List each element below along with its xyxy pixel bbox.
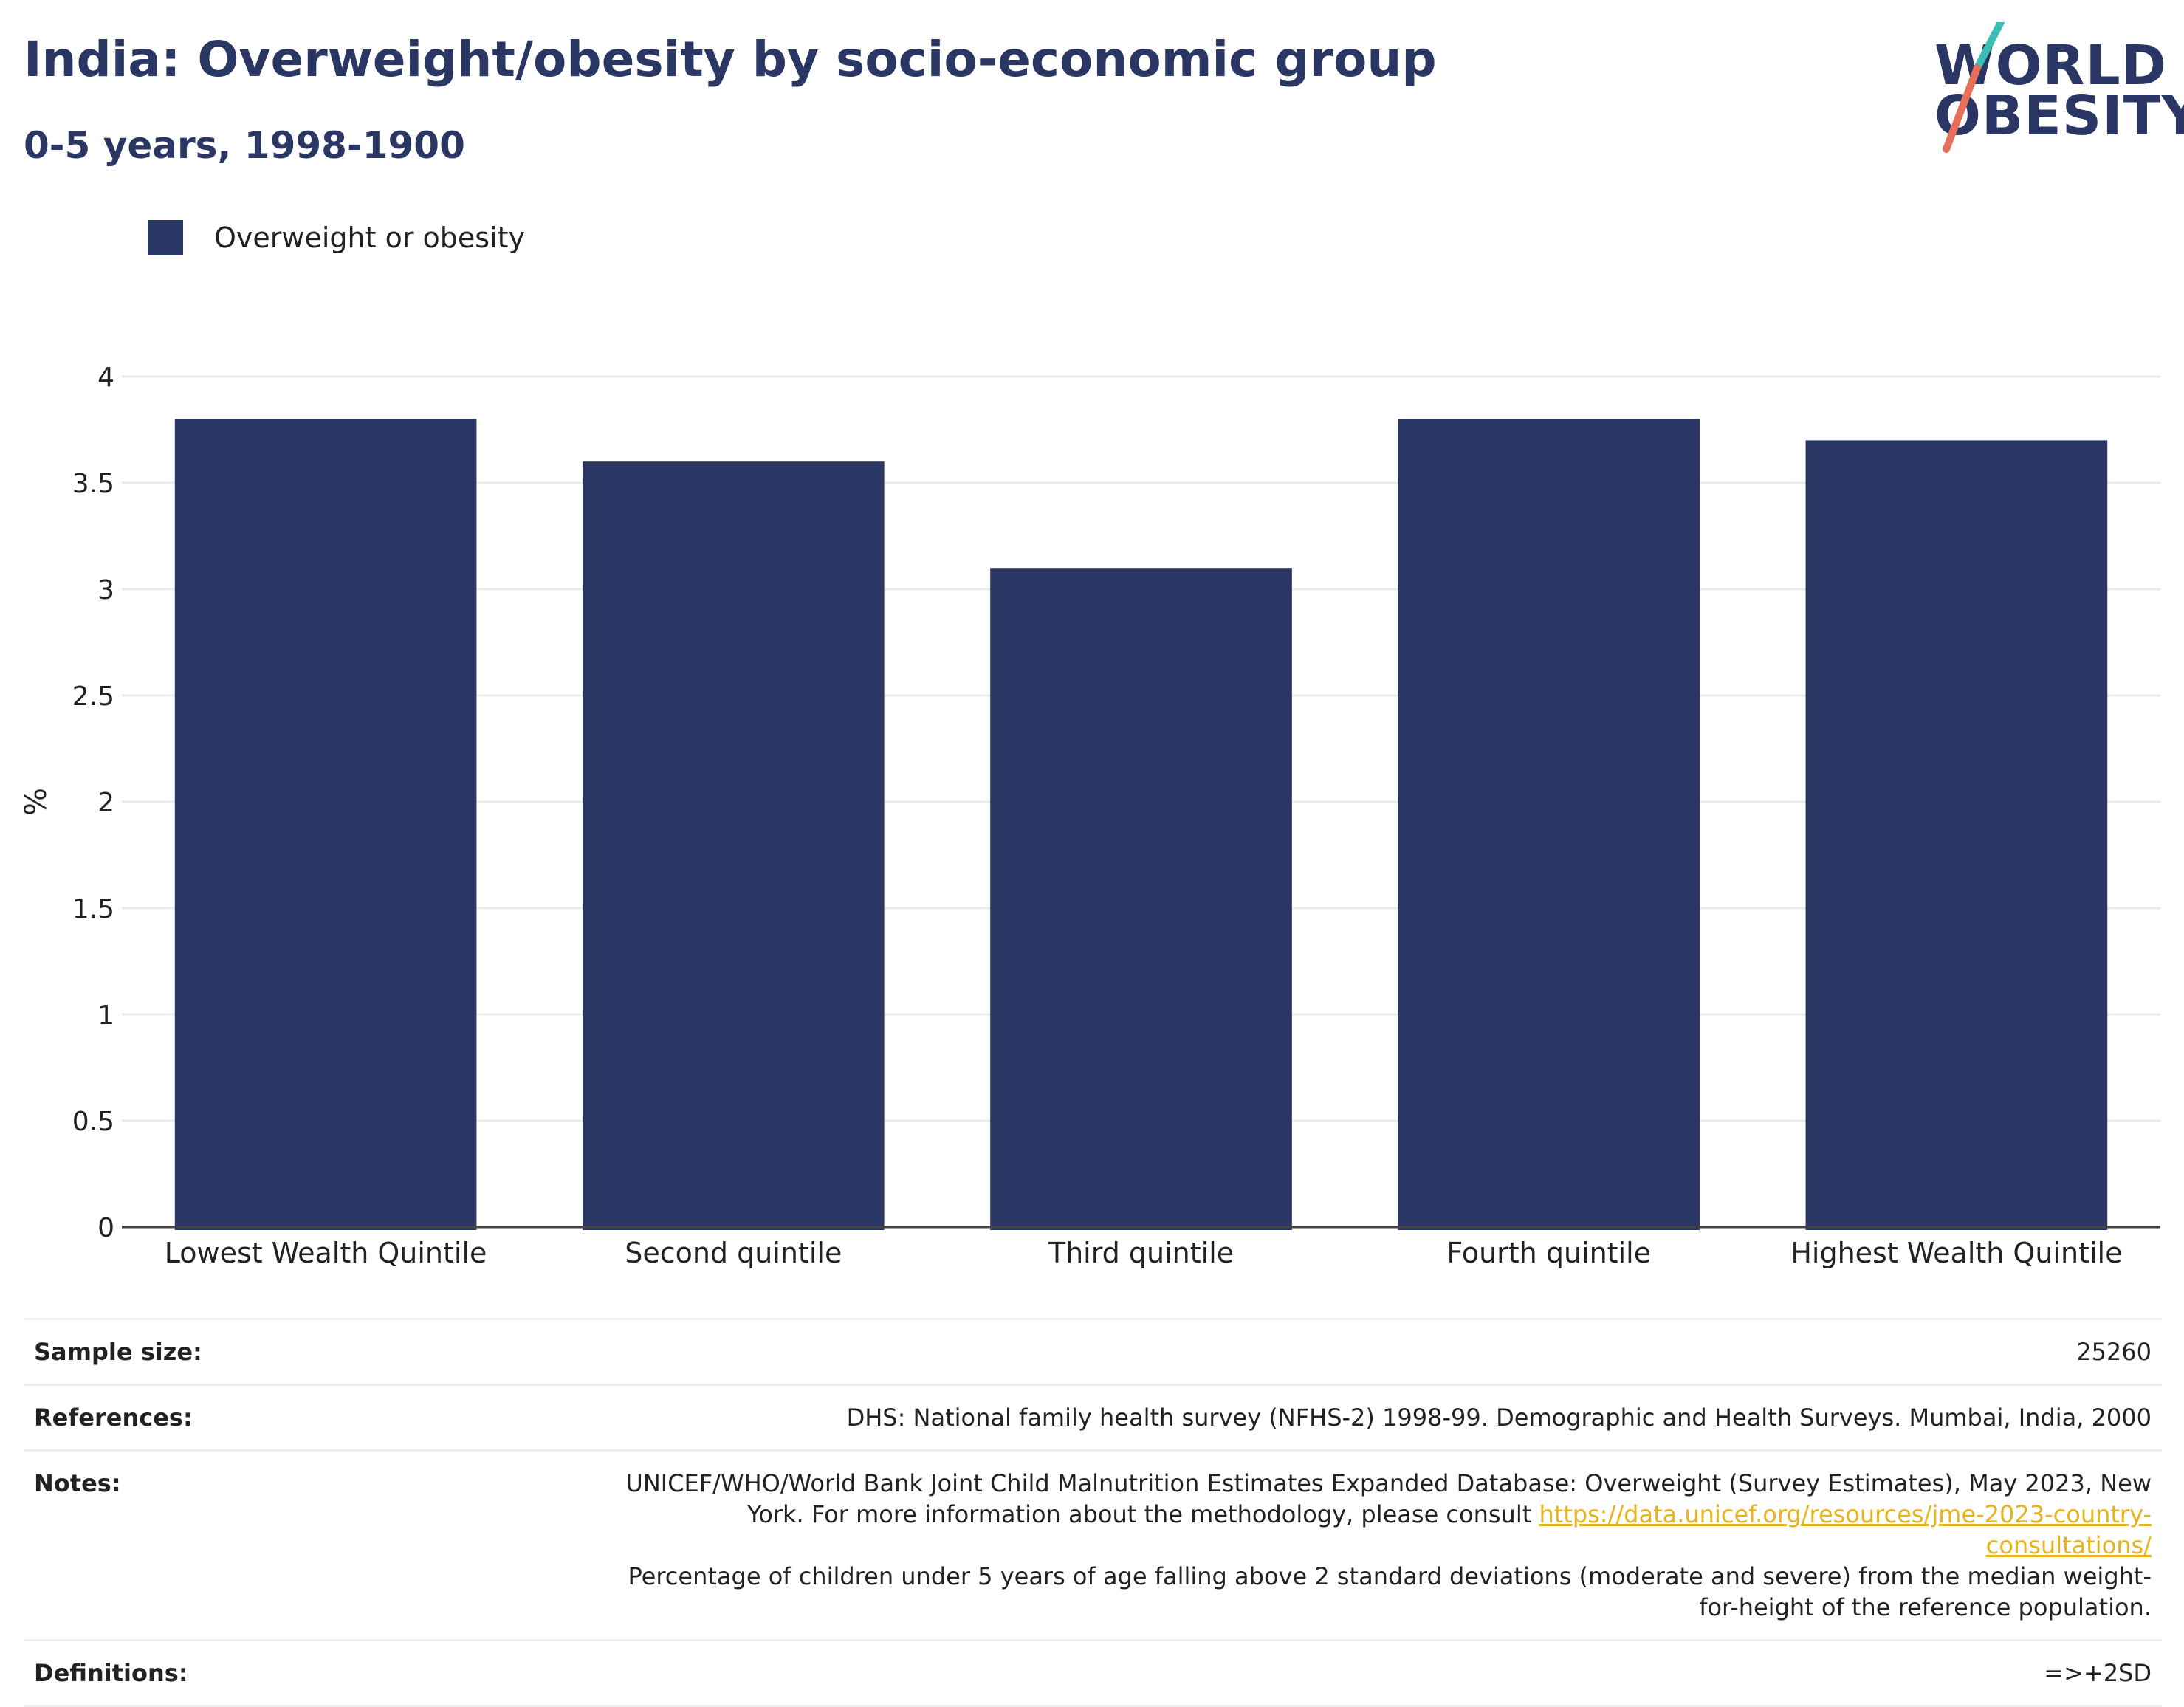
x-tick-label: Second quintile [625, 1237, 842, 1269]
y-axis-title: % [19, 788, 53, 816]
notes-label: Notes: [34, 1469, 121, 1497]
sample-size-value: 25260 [2076, 1338, 2152, 1366]
y-tick-label: 2.5 [72, 681, 114, 712]
y-tick-label: 2 [97, 788, 114, 818]
chart-title: India: Overweight/obesity by socio-econo… [24, 31, 1437, 88]
legend-label: Overweight or obesity [214, 221, 526, 254]
definitions-label: Definitions: [34, 1659, 188, 1687]
y-tick-label: 4 [97, 363, 114, 393]
notes-text-1: UNICEF/WHO/World Bank Joint Child Malnut… [625, 1469, 2152, 1528]
axes: 0 0.5 1 1.5 2 2.5 3 3.5 4 Lowest Wealth Quintile S… [72, 363, 2160, 1269]
definitions-value: =>+2SD [2044, 1659, 2152, 1687]
y-tick-label: 3.5 [72, 469, 114, 499]
x-tick-label: Highest Wealth Quintile [1790, 1237, 2122, 1269]
bar [582, 461, 885, 1231]
bar-chart: 0 0.5 1 1.5 2 2.5 3 3.5 4 Lowest Wealth Quintile S… [19, 363, 2160, 1269]
y-tick-label: 1.5 [72, 894, 114, 924]
bar [174, 419, 477, 1230]
notes-link[interactable]: https://data.unicef.org/resources/jme-20… [1539, 1500, 2152, 1559]
logo-slash-icon [1943, 22, 2005, 153]
definitions-row: Definitions: =>+2SD [24, 1639, 2162, 1707]
bar [1805, 440, 2108, 1230]
legend-swatch [148, 220, 183, 255]
notes-value: UNICEF/WHO/World Bank Joint Child Malnut… [616, 1468, 2152, 1623]
logo-text-line2: OBESITY [1934, 84, 2184, 148]
info-table: Sample size: 25260 References: DHS: Nati… [24, 1318, 2162, 1707]
sample-size-row: Sample size: 25260 [24, 1318, 2162, 1384]
legend: Overweight or obesity [148, 220, 525, 255]
references-label: References: [34, 1404, 193, 1432]
x-tick-label: Lowest Wealth Quintile [165, 1237, 487, 1269]
chart-subtitle: 0-5 years, 1998-1900 [24, 124, 465, 167]
references-row: References: DHS: National family health … [24, 1384, 2162, 1449]
bars [174, 419, 2108, 1231]
x-tick-label: Third quintile [1048, 1237, 1234, 1269]
notes-row: Notes: UNICEF/WHO/World Bank Joint Child… [24, 1449, 2162, 1639]
y-tick-label: 0 [97, 1213, 114, 1243]
world-obesity-logo: WORLD OBESITY [1920, 22, 2184, 155]
sample-size-label: Sample size: [34, 1338, 202, 1366]
notes-text-2: Percentage of children under 5 years of … [628, 1562, 2152, 1621]
bar [1398, 419, 1700, 1230]
x-tick-label: Fourth quintile [1446, 1237, 1651, 1269]
references-value: DHS: National family health survey (NFHS… [846, 1404, 2152, 1432]
y-tick-label: 1 [97, 1000, 114, 1031]
y-tick-label: 3 [97, 575, 114, 605]
y-tick-label: 0.5 [72, 1107, 114, 1137]
bar [990, 568, 1292, 1230]
